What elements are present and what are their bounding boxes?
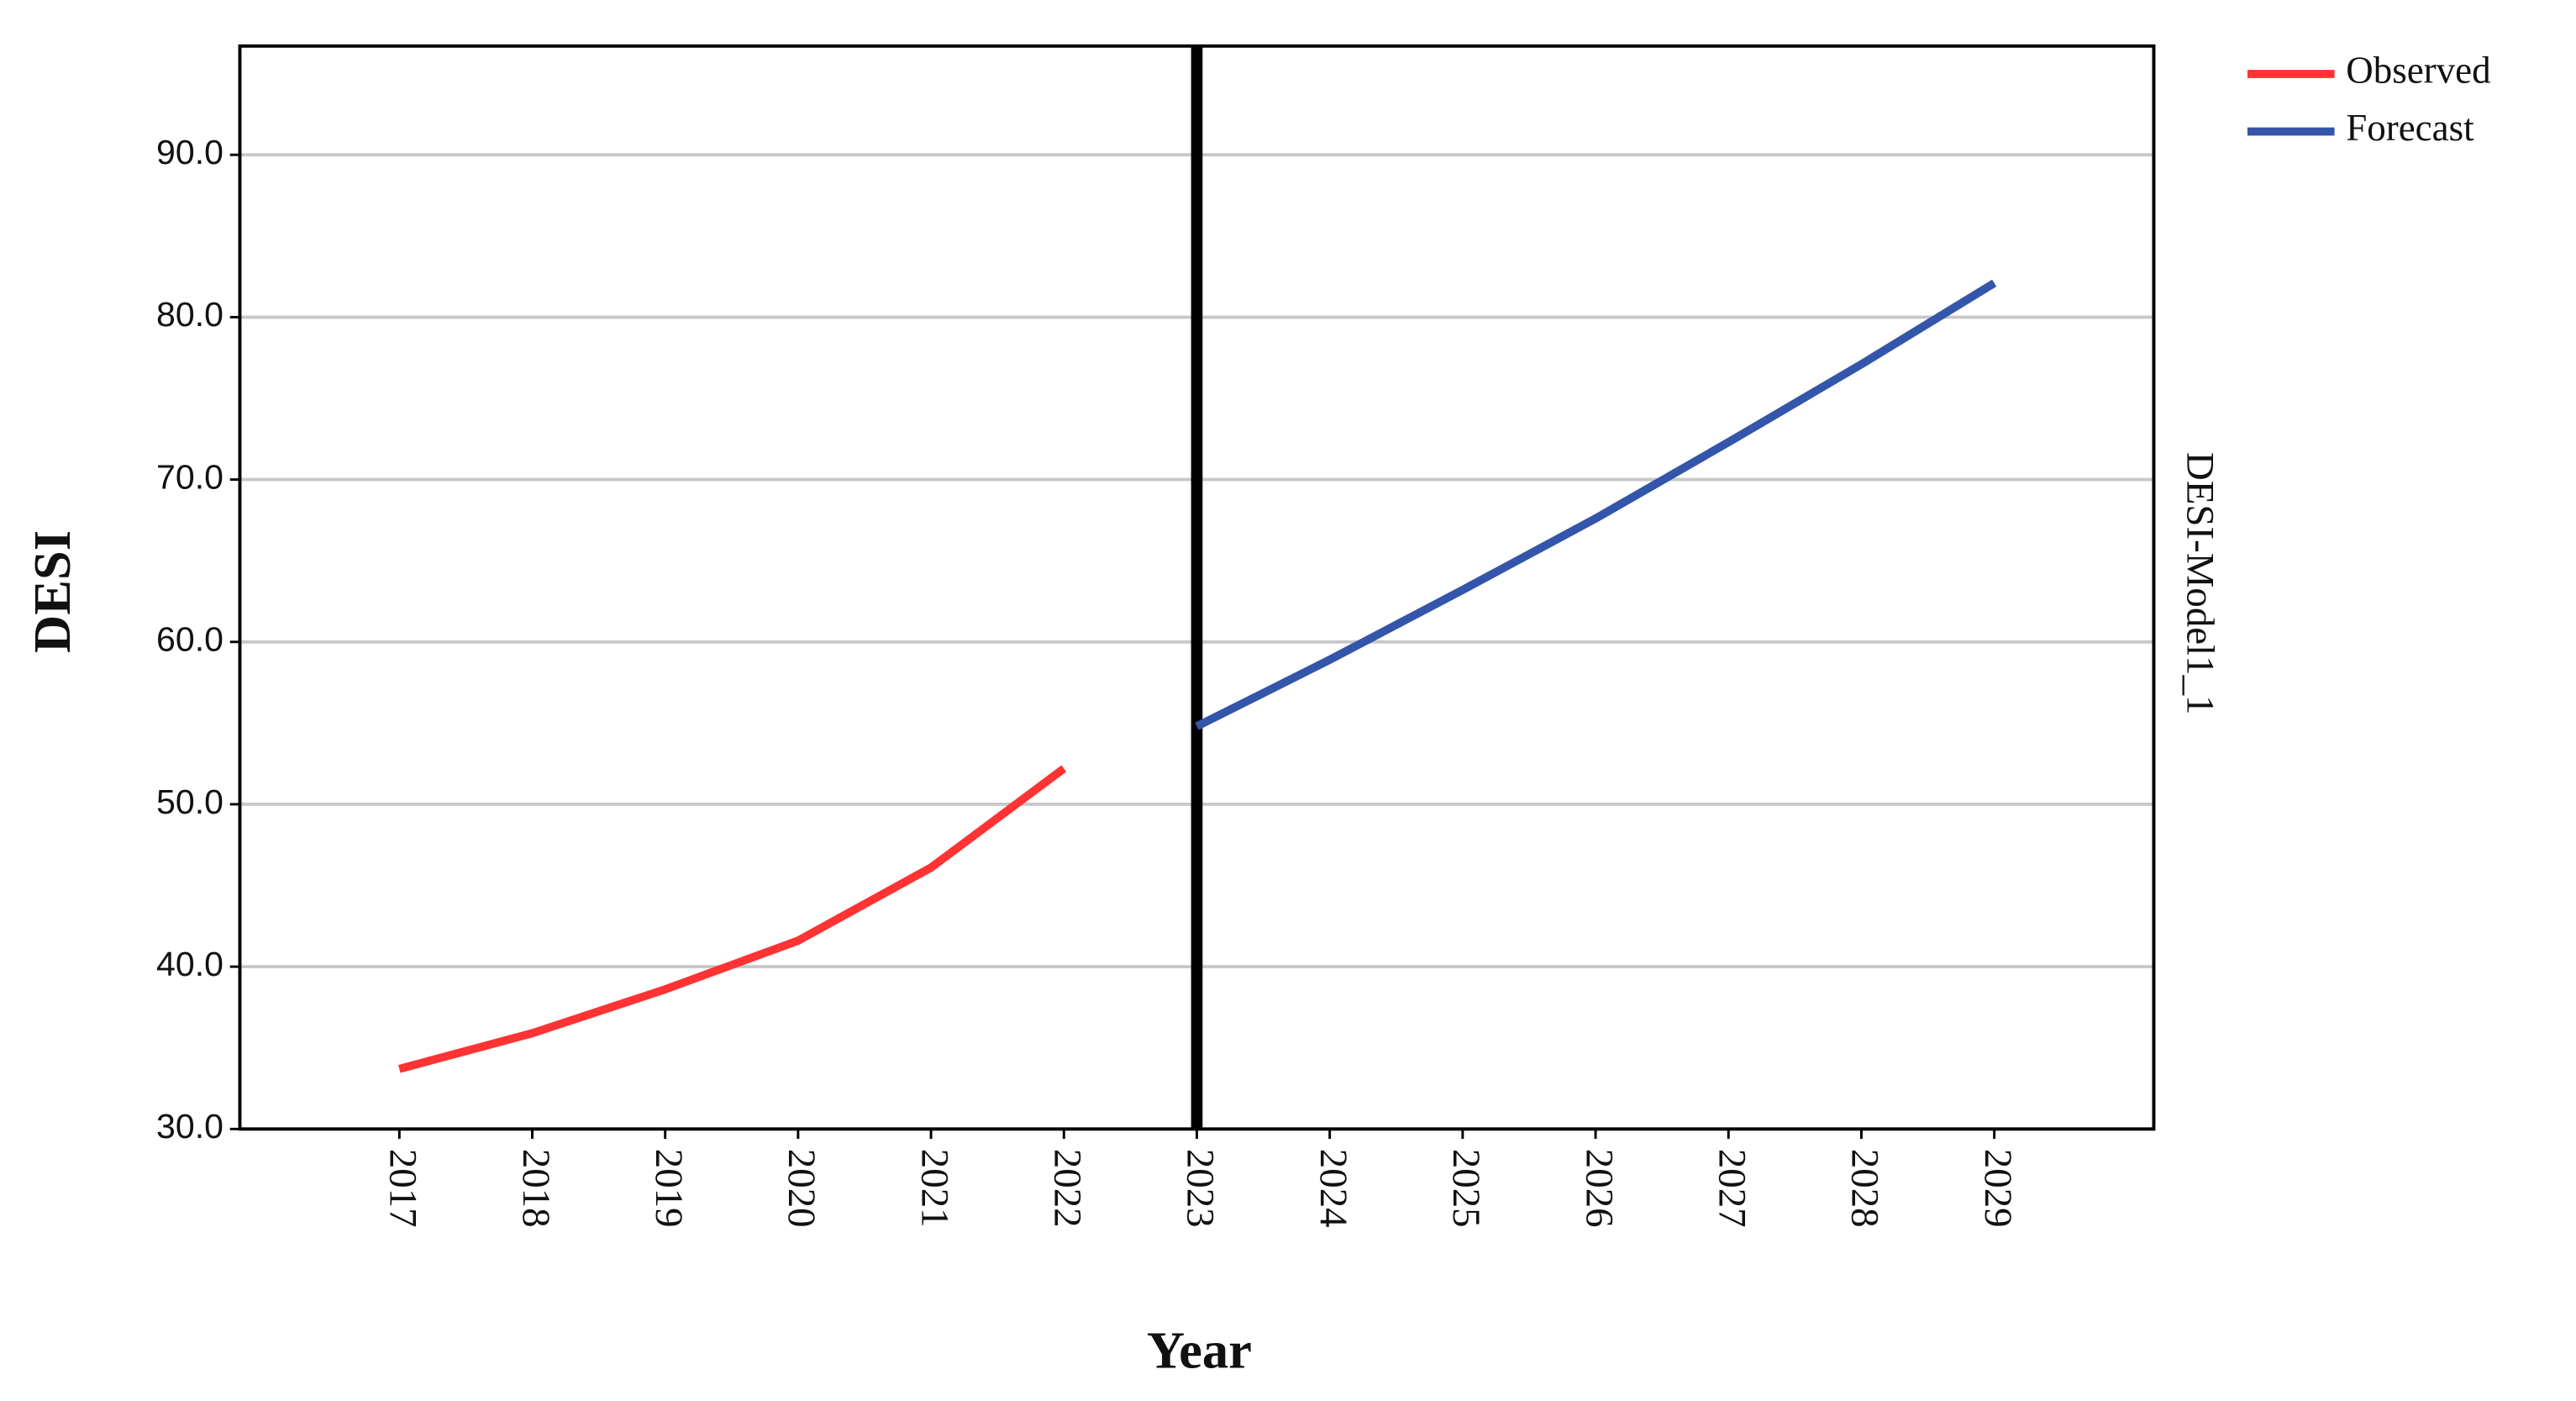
y-tick-label: 60.0 bbox=[156, 620, 223, 659]
x-tick-label: 2027 bbox=[1710, 1149, 1753, 1228]
series-line bbox=[398, 765, 1067, 1073]
y-tick-label: 40.0 bbox=[156, 945, 223, 983]
y-axis-label: DESI bbox=[23, 530, 81, 653]
y-tick-label: 90.0 bbox=[156, 133, 223, 171]
series-line bbox=[1195, 279, 1997, 730]
x-tick-label: 2024 bbox=[1312, 1149, 1355, 1228]
legend-label: Forecast bbox=[2346, 107, 2474, 149]
x-tick-label: 2021 bbox=[912, 1149, 956, 1228]
x-tick-label: 2017 bbox=[381, 1149, 425, 1228]
y-tick-label: 30.0 bbox=[156, 1107, 223, 1146]
y-tick-label: 50.0 bbox=[156, 782, 223, 821]
right-label: DESI-Model1_1 bbox=[2179, 452, 2222, 715]
legend-label: Observed bbox=[2346, 49, 2490, 91]
x-tick-label: 2025 bbox=[1444, 1149, 1488, 1228]
x-tick-label: 2023 bbox=[1179, 1149, 1222, 1228]
x-tick-label: 2019 bbox=[647, 1149, 691, 1228]
x-tick-label: 2022 bbox=[1046, 1149, 1090, 1228]
x-tick-label: 2028 bbox=[1843, 1149, 1887, 1228]
x-axis-label: Year bbox=[1147, 1321, 1252, 1380]
y-tick-label: 80.0 bbox=[156, 295, 223, 334]
x-tick-label: 2020 bbox=[780, 1149, 823, 1228]
x-tick-label: 2029 bbox=[1976, 1149, 2020, 1228]
x-tick-label: 2018 bbox=[514, 1149, 558, 1228]
x-tick-label: 2026 bbox=[1577, 1149, 1621, 1228]
y-tick-label: 70.0 bbox=[156, 457, 223, 496]
